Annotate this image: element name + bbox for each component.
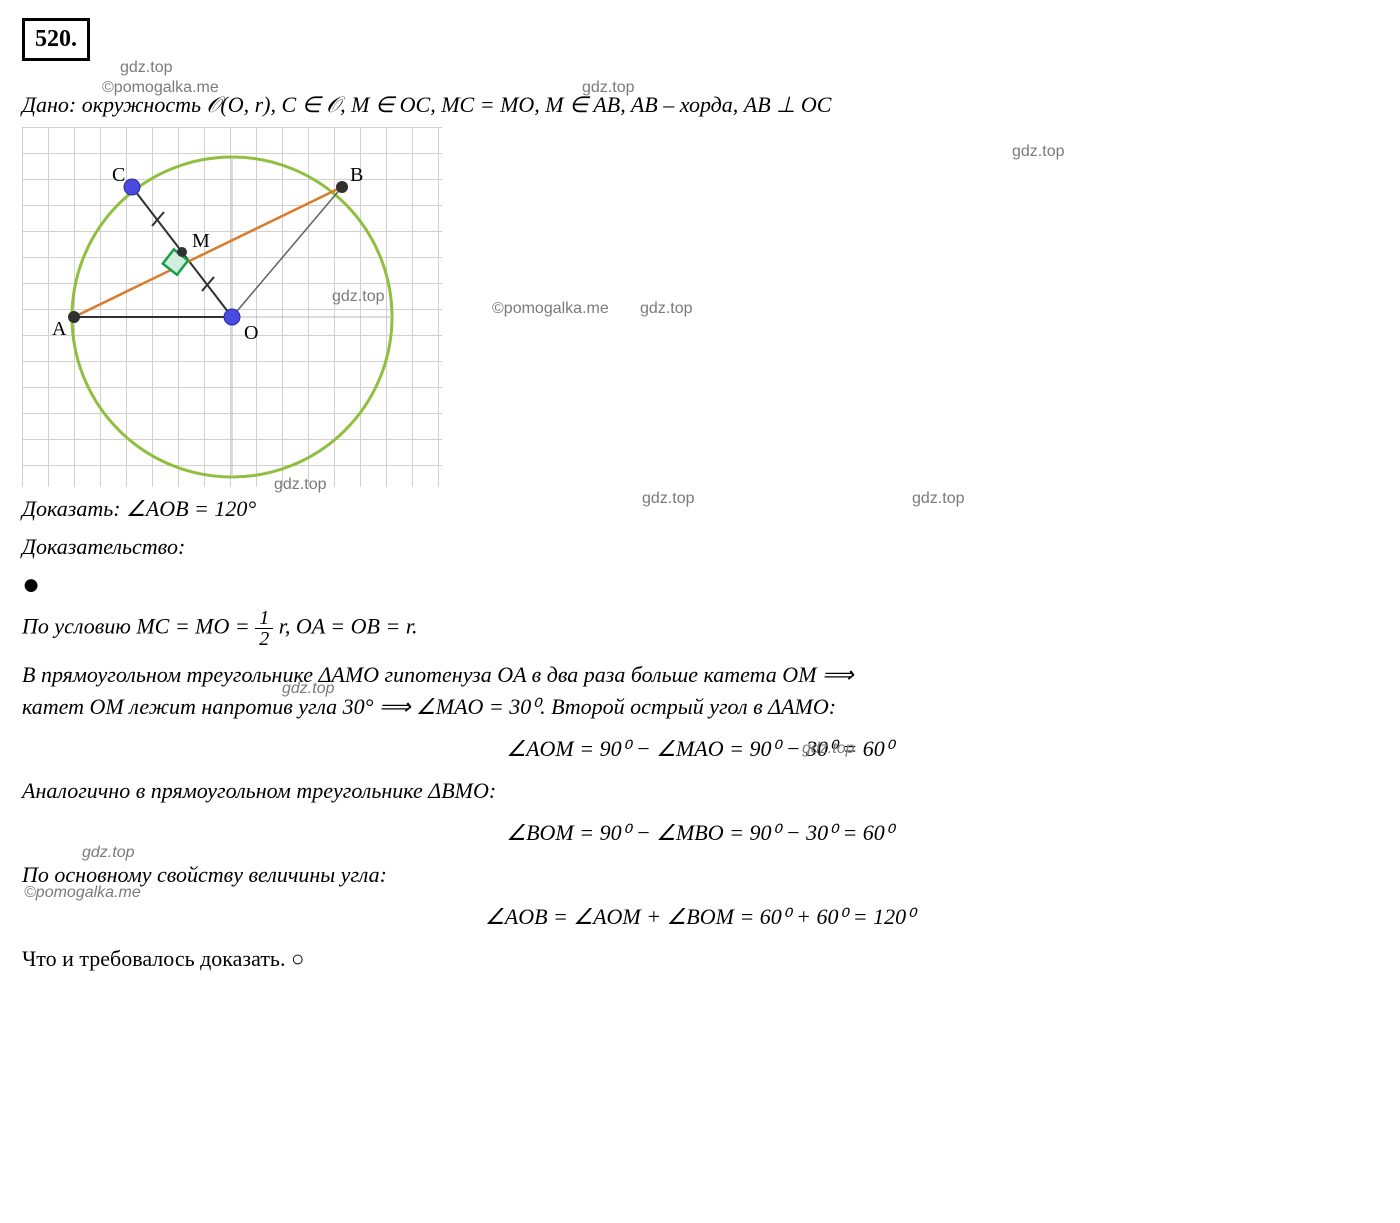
label-A: A	[52, 318, 67, 340]
watermark-pomogalka: ©pomogalka.me	[24, 881, 141, 904]
watermark-gdz: gdz.top	[802, 737, 854, 760]
paragraph-4: gdz.top По основному свойству величины у…	[22, 859, 1378, 891]
label-B: B	[350, 164, 363, 186]
line-AB	[74, 187, 342, 317]
p2a: В прямоугольном треугольнике ΔAMO гипоте…	[22, 662, 854, 687]
paragraph-5: Что и требовалось доказать. ○	[22, 943, 1378, 975]
p1-text-b: r, OA = OB = r.	[279, 614, 418, 639]
paragraph-3: Аналогично в прямоугольном треугольнике …	[22, 775, 1378, 807]
label-C: C	[112, 164, 125, 186]
given-line: Дано: окружность 𝒪(O, r), C ∈ 𝒪, M ∈ OC,…	[22, 89, 1378, 121]
diagram-row: C B A O M gdz.top ©pomogalka.me gdz.top …	[22, 127, 1378, 487]
frac-num: 1	[255, 608, 273, 629]
point-C	[124, 179, 140, 195]
prove-text: : ∠AOB = 120°	[113, 496, 256, 521]
equation-1-row: ∠AOM = 90⁰ − ∠MAO = 90⁰ − 30⁰ = 60⁰ gdz.…	[22, 733, 1378, 765]
watermark-gdz: gdz.top	[282, 677, 334, 700]
prove-line: Доказать: ∠AOB = 120°	[22, 493, 1378, 525]
p1-text-a: По условию MC = MO =	[22, 614, 255, 639]
given-label: Дано	[22, 92, 69, 117]
point-B	[336, 181, 348, 193]
p2b: катет OM лежит напротив угла 30° ⟹ ∠MAO …	[22, 694, 836, 719]
point-O	[224, 309, 240, 325]
proof-label: Доказательство:	[22, 531, 1378, 563]
document-root: 520. gdz.top ©pomogalka.me gdz.top Дано:…	[22, 18, 1378, 975]
prove-label: Доказать	[22, 496, 113, 521]
line-OB	[232, 187, 342, 317]
bullet-marker: ●	[22, 570, 1378, 600]
problem-number: 520.	[35, 26, 77, 52]
frac-den: 2	[255, 629, 273, 649]
point-A	[68, 311, 80, 323]
watermark-gdz: gdz.top	[82, 841, 134, 864]
problem-number-box: 520.	[22, 18, 90, 61]
equation-2: ∠BOM = 90⁰ − ∠MBO = 90⁰ − 30⁰ = 60⁰	[22, 817, 1378, 849]
watermark-gdz: gdz.top	[640, 297, 692, 320]
paragraph-2: В прямоугольном треугольнике ΔAMO гипоте…	[22, 659, 1378, 723]
paragraph-1: По условию MC = MO = 1 2 r, OA = OB = r.	[22, 608, 1378, 649]
watermark-gdz: gdz.top	[332, 285, 384, 308]
watermark-pomogalka: ©pomogalka.me	[492, 297, 609, 320]
label-M: M	[192, 230, 210, 252]
point-M	[177, 247, 187, 257]
given-text: : окружность 𝒪(O, r), C ∈ 𝒪, M ∈ OC, MC …	[69, 92, 831, 117]
fraction-half: 1 2	[255, 608, 273, 649]
label-O: O	[244, 322, 258, 344]
equation-3: ∠AOB = ∠AOM + ∠BOM = 60⁰ + 60⁰ = 120⁰	[22, 901, 1378, 933]
